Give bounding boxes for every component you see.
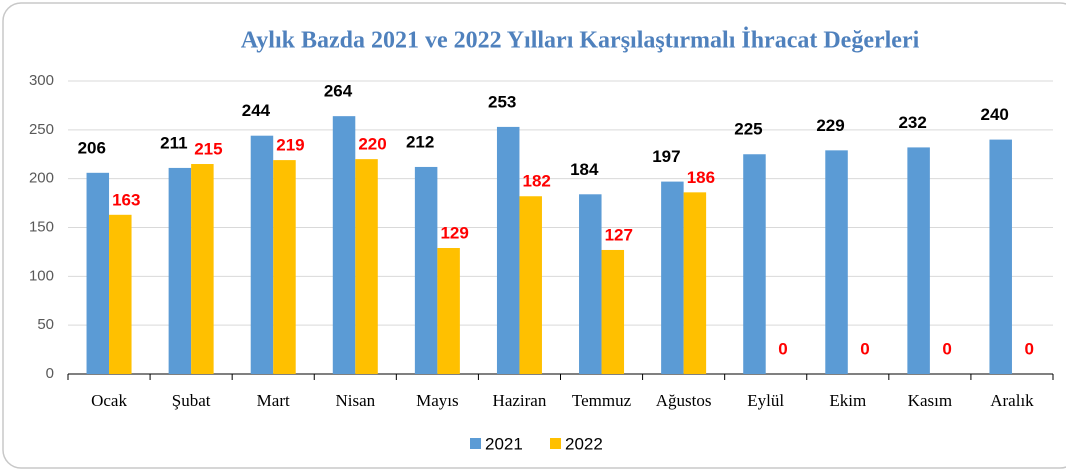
data-label: 184 <box>570 160 599 179</box>
bar <box>437 248 460 374</box>
data-label: 253 <box>488 92 516 111</box>
data-label: 206 <box>78 138 106 157</box>
data-label: 215 <box>194 140 222 159</box>
legend-swatch <box>550 438 561 449</box>
bar <box>496 126 520 374</box>
bar <box>250 135 274 374</box>
data-label: 211 <box>160 133 187 152</box>
bar <box>661 181 684 374</box>
bar <box>332 116 356 374</box>
x-tick-label: Kasım <box>908 391 952 410</box>
data-label: 244 <box>242 101 271 120</box>
bar <box>683 192 707 374</box>
data-label: 0 <box>860 339 869 358</box>
chart-title: Aylık Bazda 2021 ve 2022 Yılları Karşıla… <box>241 28 920 54</box>
y-tick-label: 50 <box>37 316 54 333</box>
data-label: 220 <box>358 135 386 154</box>
y-tick-label: 250 <box>29 121 54 138</box>
x-tick-label: Mart <box>257 391 290 410</box>
data-label: 0 <box>1024 339 1033 358</box>
bar <box>273 160 296 374</box>
y-tick-label: 100 <box>29 267 54 284</box>
data-label: 127 <box>605 225 633 244</box>
y-tick-label: 300 <box>29 72 54 89</box>
bar <box>519 196 542 374</box>
data-label: 232 <box>898 113 926 132</box>
data-label: 163 <box>112 190 140 209</box>
bar <box>86 172 110 374</box>
bar <box>109 214 132 374</box>
x-tick-label: Aralık <box>990 391 1034 410</box>
x-tick-label: Ekim <box>829 391 866 410</box>
x-tick-label: Şubat <box>172 391 211 410</box>
bar <box>191 164 214 374</box>
bar <box>825 150 848 374</box>
legend-swatch <box>470 438 481 449</box>
data-label: 219 <box>276 136 304 155</box>
data-label: 225 <box>734 120 762 139</box>
bar <box>601 249 625 374</box>
bar <box>355 159 378 374</box>
bar <box>414 166 438 374</box>
y-tick-label: 150 <box>29 218 54 235</box>
bar <box>989 139 1012 374</box>
data-label: 186 <box>687 168 715 187</box>
x-tick-label: Temmuz <box>572 391 632 410</box>
data-label: 264 <box>324 82 353 101</box>
y-tick-label: 200 <box>29 170 54 187</box>
x-tick-label: Mayıs <box>416 391 459 410</box>
bar <box>743 154 766 374</box>
data-label: 212 <box>406 132 434 151</box>
data-label: 240 <box>981 105 1009 124</box>
legend-label: 2022 <box>565 434 603 453</box>
bar <box>168 167 192 374</box>
y-tick-label: 0 <box>46 365 54 382</box>
data-label: 182 <box>523 172 551 191</box>
x-tick-label: Eylül <box>747 391 784 410</box>
data-label: 197 <box>652 147 680 166</box>
data-label: 0 <box>942 339 951 358</box>
x-tick-label: Ocak <box>91 391 127 410</box>
bar <box>579 194 602 374</box>
x-tick-label: Ağustos <box>656 391 712 410</box>
x-tick-label: Haziran <box>493 391 547 410</box>
data-label: 0 <box>778 339 787 358</box>
legend-label: 2021 <box>485 434 523 453</box>
bar <box>907 147 930 374</box>
data-label: 229 <box>816 116 844 135</box>
x-tick-label: Nisan <box>335 391 375 410</box>
data-label: 129 <box>440 223 468 242</box>
